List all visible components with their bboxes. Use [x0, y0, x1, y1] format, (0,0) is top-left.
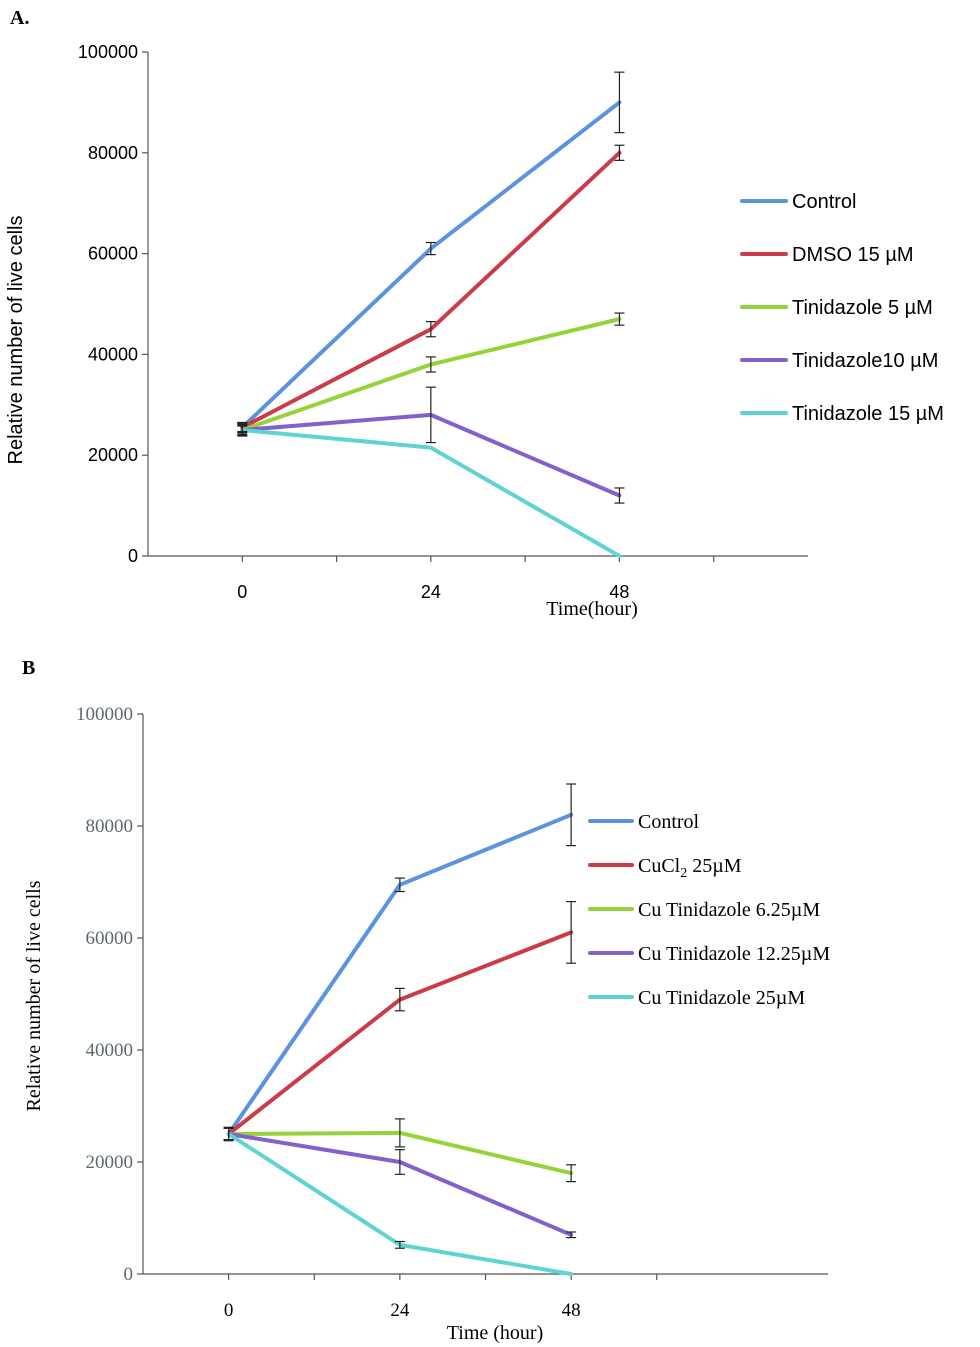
y-tick-label: 60000 [88, 244, 138, 264]
panel-a-chart: A. Relative number of live cells Time(ho… [5, 7, 944, 620]
series-line [226, 812, 574, 1136]
panel-a-x-axis-label: Time(hour) [546, 598, 637, 620]
legend-label: CuCl2 25µM [638, 855, 742, 881]
panel-b-x-axis-label: Time (hour) [447, 1322, 543, 1344]
y-tick-label: 0 [124, 1264, 134, 1285]
y-tick-label: 40000 [86, 1040, 134, 1061]
y-tick-label: 60000 [86, 928, 134, 949]
panel-b-label: B [22, 657, 35, 679]
legend-label: DMSO 15 µM [792, 244, 914, 266]
panel-b-axes [137, 713, 828, 1280]
legend-label: Cu Tinidazole 6.25µM [638, 899, 820, 921]
y-tick-label: 100000 [76, 704, 133, 725]
y-tick-label: 80000 [86, 816, 134, 837]
x-tick-label: 24 [421, 582, 441, 602]
panel-a-y-tick-labels: 0 20000 40000 60000 80000 100000 [78, 42, 138, 566]
panel-a-y-axis-label: Relative number of live cells [5, 216, 27, 465]
panel-a-legend: Control DMSO 15 µM Tinidazole 5 µM Tinidazo… [740, 191, 944, 425]
panel-b-x-tick-labels: 0 24 48 [224, 1300, 581, 1321]
legend-label: Cu Tinidazole 12.25µM [638, 943, 830, 965]
y-tick-label: 0 [128, 546, 138, 566]
legend-label: Tinidazole 15 µM [792, 403, 944, 425]
series-line [240, 428, 622, 558]
x-tick-label: 48 [609, 582, 629, 602]
series-line [226, 930, 574, 1136]
series-line [240, 150, 622, 430]
y-tick-label: 20000 [88, 445, 138, 465]
x-tick-label: 0 [237, 582, 247, 602]
x-tick-label: 0 [224, 1300, 234, 1321]
x-tick-label: 48 [562, 1300, 581, 1321]
panel-b-error-bars [223, 783, 577, 1249]
panel-b-y-tick-labels: 0 20000 40000 60000 80000 100000 [76, 704, 133, 1285]
y-tick-label: 80000 [88, 143, 138, 163]
panel-a-axes [142, 51, 808, 562]
y-tick-label: 20000 [86, 1152, 134, 1173]
y-tick-label: 40000 [88, 344, 138, 364]
legend-label: Tinidazole 5 µM [792, 297, 933, 319]
x-tick-label: 24 [390, 1300, 410, 1321]
panel-b-chart: B Relative number of live cells Time (ho… [22, 657, 830, 1344]
legend-label: Cu Tinidazole 25µM [638, 987, 805, 1009]
legend-label: Control [792, 191, 856, 213]
panel-a-label: A. [10, 7, 29, 29]
panel-a-x-tick-labels: 0 24 48 [237, 582, 629, 602]
panel-a-error-bars [237, 71, 625, 504]
panel-b-legend: Control CuCl2 25µM Cu Tinidazole 6.25µM Cu… [588, 811, 830, 1009]
y-tick-label: 100000 [78, 42, 138, 62]
legend-label: Tinidazole10 µM [792, 350, 938, 372]
panel-b-y-axis-label: Relative number of live cells [23, 880, 45, 1111]
legend-label: Control [638, 811, 700, 833]
series-line [240, 100, 622, 430]
